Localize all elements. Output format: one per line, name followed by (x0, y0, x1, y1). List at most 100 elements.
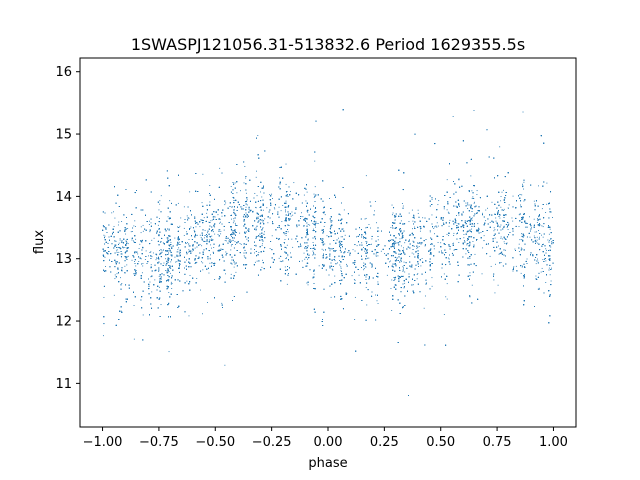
data-point (104, 235, 106, 237)
data-point (145, 250, 147, 252)
data-point (193, 229, 195, 231)
data-point (132, 255, 134, 257)
data-point (472, 198, 474, 199)
data-point (167, 271, 169, 273)
data-point (455, 205, 457, 207)
data-point (262, 228, 263, 230)
data-point (133, 305, 135, 306)
data-point (342, 236, 343, 238)
data-point (133, 225, 135, 227)
data-point (224, 269, 226, 271)
data-point (159, 203, 161, 205)
data-point (243, 255, 245, 257)
data-point (191, 250, 193, 252)
data-point (206, 239, 208, 241)
data-point (290, 215, 292, 217)
data-point (118, 221, 120, 223)
data-point (446, 179, 448, 181)
data-point (123, 247, 124, 249)
data-point (418, 246, 420, 247)
data-point (402, 232, 404, 234)
data-point (440, 242, 442, 244)
data-point (246, 199, 248, 201)
data-point (474, 201, 475, 203)
data-point (446, 209, 448, 211)
data-point (285, 200, 287, 202)
data-point (507, 229, 509, 231)
data-point (194, 216, 196, 218)
data-point (315, 221, 317, 222)
data-point (535, 239, 536, 241)
data-point (398, 244, 400, 246)
data-point (341, 261, 342, 263)
data-point (463, 234, 465, 235)
data-point (290, 252, 291, 254)
data-point (130, 231, 132, 233)
data-point (254, 252, 255, 254)
data-point (443, 273, 445, 275)
data-point (547, 239, 549, 241)
data-point (199, 226, 201, 228)
data-point (321, 218, 323, 220)
data-point (448, 258, 450, 260)
data-point (246, 238, 248, 240)
data-point (213, 224, 215, 226)
data-point (241, 206, 243, 208)
data-point (168, 228, 170, 230)
data-point (391, 204, 393, 206)
data-point (469, 296, 471, 298)
data-point (366, 257, 368, 259)
data-point (443, 314, 445, 315)
data-point (324, 243, 326, 245)
data-point (262, 209, 264, 211)
data-point (278, 257, 280, 259)
data-point (168, 270, 170, 272)
data-point (194, 247, 196, 249)
data-point (365, 287, 367, 288)
data-point (455, 222, 457, 224)
data-point (323, 241, 324, 243)
data-point (178, 247, 180, 249)
data-point (536, 239, 538, 241)
data-point (340, 245, 342, 246)
data-point (229, 241, 230, 243)
data-point (422, 217, 424, 219)
data-point (105, 266, 106, 267)
data-point (313, 228, 314, 230)
data-point (291, 238, 293, 240)
data-point (186, 259, 187, 261)
data-point (160, 195, 162, 197)
data-point (503, 225, 505, 227)
data-point (472, 241, 474, 242)
data-point (236, 192, 238, 194)
data-point (365, 266, 366, 268)
data-point (257, 135, 259, 136)
data-point (442, 222, 444, 224)
data-point (314, 254, 316, 256)
data-point (167, 216, 169, 218)
data-point (458, 178, 460, 180)
data-point (230, 215, 232, 216)
data-point (235, 244, 236, 245)
data-point (404, 271, 406, 273)
data-point (256, 216, 258, 218)
data-point (312, 250, 314, 252)
data-point (262, 227, 264, 229)
data-point (285, 258, 287, 259)
data-point (116, 252, 118, 253)
data-point (260, 191, 261, 193)
data-point (233, 266, 235, 268)
data-point (165, 260, 167, 262)
data-point (306, 191, 308, 193)
data-point (232, 206, 234, 208)
data-point (544, 259, 545, 260)
data-point (209, 262, 211, 264)
data-point (513, 266, 515, 268)
data-point (183, 234, 185, 236)
data-point (177, 241, 179, 243)
data-point (150, 222, 152, 224)
data-point (452, 243, 454, 245)
data-point (537, 220, 539, 222)
data-point (225, 240, 227, 242)
data-point (121, 283, 123, 284)
